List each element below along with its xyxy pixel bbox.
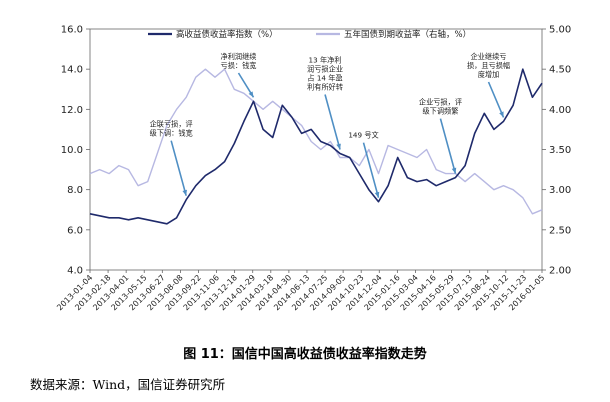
annotation-text: 13 年净利: [309, 56, 342, 65]
annotation-text: 级下调频繁: [422, 107, 458, 116]
data-source: 数据来源：Wind，国信证券研究所: [30, 377, 226, 392]
x-axis: 2013-01-042013-02-182013-04-012013-05-15…: [55, 270, 546, 312]
annotation-arrow: [170, 140, 187, 196]
annotation-text: 149 号文: [348, 131, 378, 140]
legend: 高收益债收益率指数（%） 五年国债到期收益率（右轴，%）: [148, 29, 471, 40]
annotation-text: 占 14 年盈: [307, 74, 342, 83]
series-layer: [89, 68, 543, 225]
series-line-treasury: [89, 68, 543, 215]
annotation-text: 级下调：钱宽: [150, 129, 193, 138]
annotation-arrowhead: [499, 111, 504, 118]
annotation-text: 净利润继续: [221, 52, 257, 61]
annotation-arrowhead: [182, 189, 187, 196]
right-tick-label: 5.00: [549, 25, 571, 36]
legend-label-treasury: 五年国债到期收益率（右轴，%）: [344, 29, 471, 40]
left-tick-label: 12.0: [61, 105, 83, 116]
left-y-axis: 4.0 6.0 8.0 10.0 12.0 14.0 16.0: [61, 25, 90, 277]
annotation-text: 润亏损企业: [307, 65, 343, 74]
annotation-text: 亏损：钱宽: [221, 61, 257, 70]
annotation-text: 企业亏损，评: [419, 98, 462, 107]
right-tick-label: 2.50: [549, 225, 571, 236]
left-tick-label: 10.0: [61, 145, 83, 156]
annotation-arrowhead: [374, 191, 380, 198]
right-y-axis: 2.00 2.50 3.00 3.50 4.00 4.50 5.00: [542, 25, 571, 277]
figure-caption: 图 11：国信中国高收益债收益率指数走势: [183, 347, 427, 362]
annotation-arrow: [362, 142, 380, 198]
left-tick-label: 14.0: [61, 65, 83, 76]
chart: 4.0 6.0 8.0 10.0 12.0 14.0 16.0 2.00 2.50 3.00 3.…: [55, 25, 571, 313]
annotation-arrowhead: [248, 91, 254, 98]
right-tick-label: 4.50: [549, 65, 571, 76]
right-tick-label: 3.50: [549, 145, 571, 156]
series-line-high-yield: [89, 68, 543, 225]
right-tick-label: 4.00: [549, 105, 571, 116]
annotation-arrowhead: [336, 143, 341, 150]
left-tick-label: 4.0: [67, 266, 83, 277]
annotation-arrow: [487, 81, 505, 118]
annotation-arrowhead: [451, 167, 457, 174]
left-tick-label: 6.0: [67, 225, 83, 236]
right-tick-label: 3.00: [549, 185, 571, 196]
annotation-text: 损，且亏损幅: [467, 61, 510, 70]
legend-label-high-yield: 高收益债收益率指数（%）: [176, 29, 278, 40]
annotation-text: 度增加: [478, 70, 500, 79]
left-tick-label: 8.0: [67, 185, 83, 196]
annotation: 149 号文: [348, 131, 380, 198]
right-tick-label: 2.00: [549, 266, 571, 277]
annotation-text: 利有所好转: [307, 83, 343, 92]
left-tick-label: 16.0: [61, 25, 83, 36]
annotation-arrow: [324, 94, 341, 150]
annotation-text: 企业继续亏: [471, 52, 507, 61]
annotation-arrow: [439, 118, 457, 174]
annotation-text: 企联亏损，评: [150, 120, 193, 129]
